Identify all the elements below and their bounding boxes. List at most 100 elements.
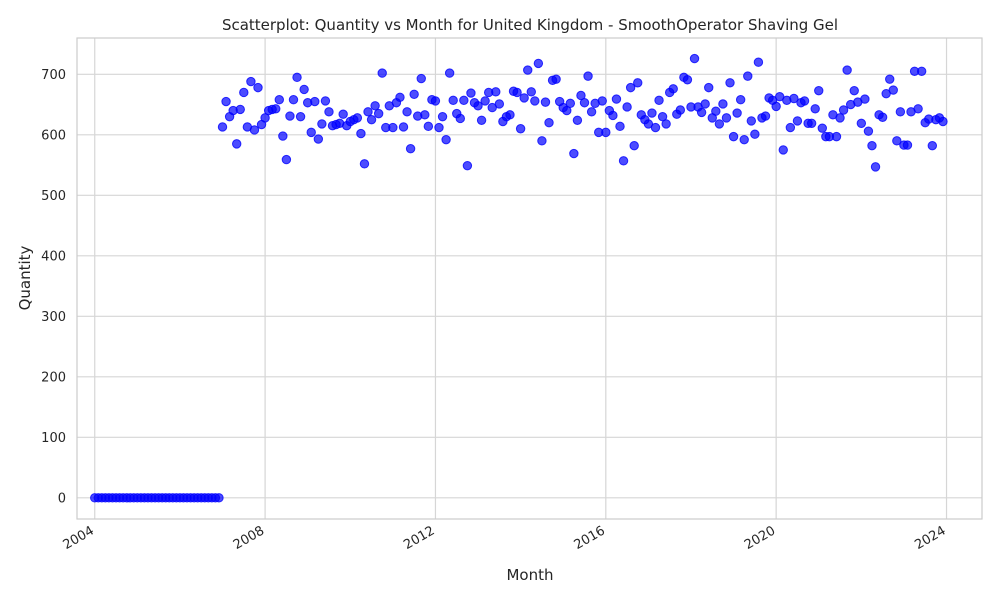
data-point — [551, 74, 561, 84]
data-point — [373, 108, 384, 119]
x-tick-label: 2004 — [61, 523, 97, 553]
data-point — [792, 116, 803, 126]
x-tick-label: 2008 — [231, 523, 267, 553]
y-tick-label: 300 — [41, 310, 66, 325]
data-point — [814, 85, 824, 96]
y-axis-label: Quantity — [16, 245, 34, 310]
data-point — [711, 106, 721, 116]
data-point — [675, 105, 686, 115]
y-tick-label: 500 — [41, 189, 66, 204]
y-tick-label: 200 — [41, 370, 66, 385]
data-point — [249, 125, 260, 135]
data-point — [750, 129, 760, 139]
data-point — [785, 122, 796, 133]
data-point — [647, 108, 657, 118]
data-point — [217, 122, 228, 132]
data-point — [473, 101, 483, 111]
data-point — [405, 144, 416, 154]
y-tick-label: 400 — [41, 249, 66, 264]
data-point — [569, 148, 579, 159]
data-point — [700, 99, 710, 109]
data-point — [849, 85, 859, 96]
y-tick-label: 700 — [41, 68, 66, 83]
data-point — [306, 127, 316, 138]
data-point — [533, 58, 544, 69]
data-point — [842, 65, 852, 75]
data-point — [689, 53, 700, 64]
data-point — [494, 99, 505, 109]
data-point — [430, 96, 441, 106]
data-point — [913, 104, 923, 114]
data-point — [583, 71, 593, 81]
x-tick-label: 2016 — [572, 523, 608, 553]
data-point — [253, 82, 263, 93]
data-point — [725, 78, 735, 88]
data-point — [544, 118, 554, 128]
data-point — [288, 95, 299, 105]
data-point — [735, 95, 746, 105]
data-point — [352, 113, 363, 123]
data-point — [292, 72, 302, 83]
data-point — [902, 140, 913, 150]
data-point — [235, 104, 245, 115]
data-points — [90, 53, 948, 503]
data-point — [246, 76, 256, 87]
data-point — [778, 145, 788, 155]
data-point — [838, 105, 849, 115]
data-point — [597, 96, 607, 106]
y-tick-label: 100 — [41, 431, 66, 446]
data-point — [870, 162, 881, 172]
data-point — [743, 71, 753, 81]
x-tick-label: 2020 — [742, 523, 778, 553]
data-point — [441, 134, 451, 145]
x-tick-label: 2024 — [912, 523, 948, 553]
y-gridlines — [77, 73, 982, 499]
data-point — [661, 119, 671, 129]
data-point — [281, 154, 292, 165]
data-point — [395, 92, 405, 102]
x-tick-labels: 2004 2008 2012 2016 2020 2024 — [61, 523, 949, 553]
data-point — [505, 110, 515, 120]
data-point — [377, 68, 387, 78]
data-point — [317, 119, 327, 129]
data-point — [789, 93, 799, 104]
data-point — [512, 87, 522, 98]
data-point — [476, 115, 487, 125]
data-point — [615, 121, 625, 132]
data-point — [572, 115, 583, 125]
data-point — [434, 122, 444, 133]
data-point — [274, 95, 284, 105]
data-point — [860, 94, 870, 104]
data-point — [739, 134, 749, 145]
data-point — [398, 122, 409, 132]
data-point — [810, 104, 820, 114]
data-point — [232, 139, 242, 149]
data-point — [718, 99, 728, 109]
data-point — [927, 140, 938, 151]
data-point — [579, 98, 590, 108]
data-point — [831, 131, 842, 142]
data-point — [867, 140, 877, 151]
data-point — [448, 95, 458, 106]
data-point — [519, 93, 529, 103]
data-point — [540, 97, 551, 107]
data-point — [416, 73, 426, 84]
data-point — [622, 102, 632, 112]
data-point — [338, 109, 348, 119]
data-point — [420, 110, 430, 120]
data-point — [271, 104, 281, 114]
data-point — [515, 124, 526, 134]
data-point — [409, 89, 419, 99]
y-tick-label: 0 — [58, 491, 66, 506]
data-point — [753, 57, 764, 67]
data-point — [654, 95, 664, 106]
data-point — [895, 107, 906, 117]
data-point — [370, 101, 380, 111]
data-point — [356, 128, 366, 139]
data-point — [523, 65, 533, 75]
data-point — [363, 107, 373, 117]
data-point — [714, 119, 725, 129]
data-point — [459, 95, 469, 106]
data-point — [799, 96, 810, 106]
data-point — [721, 113, 732, 123]
